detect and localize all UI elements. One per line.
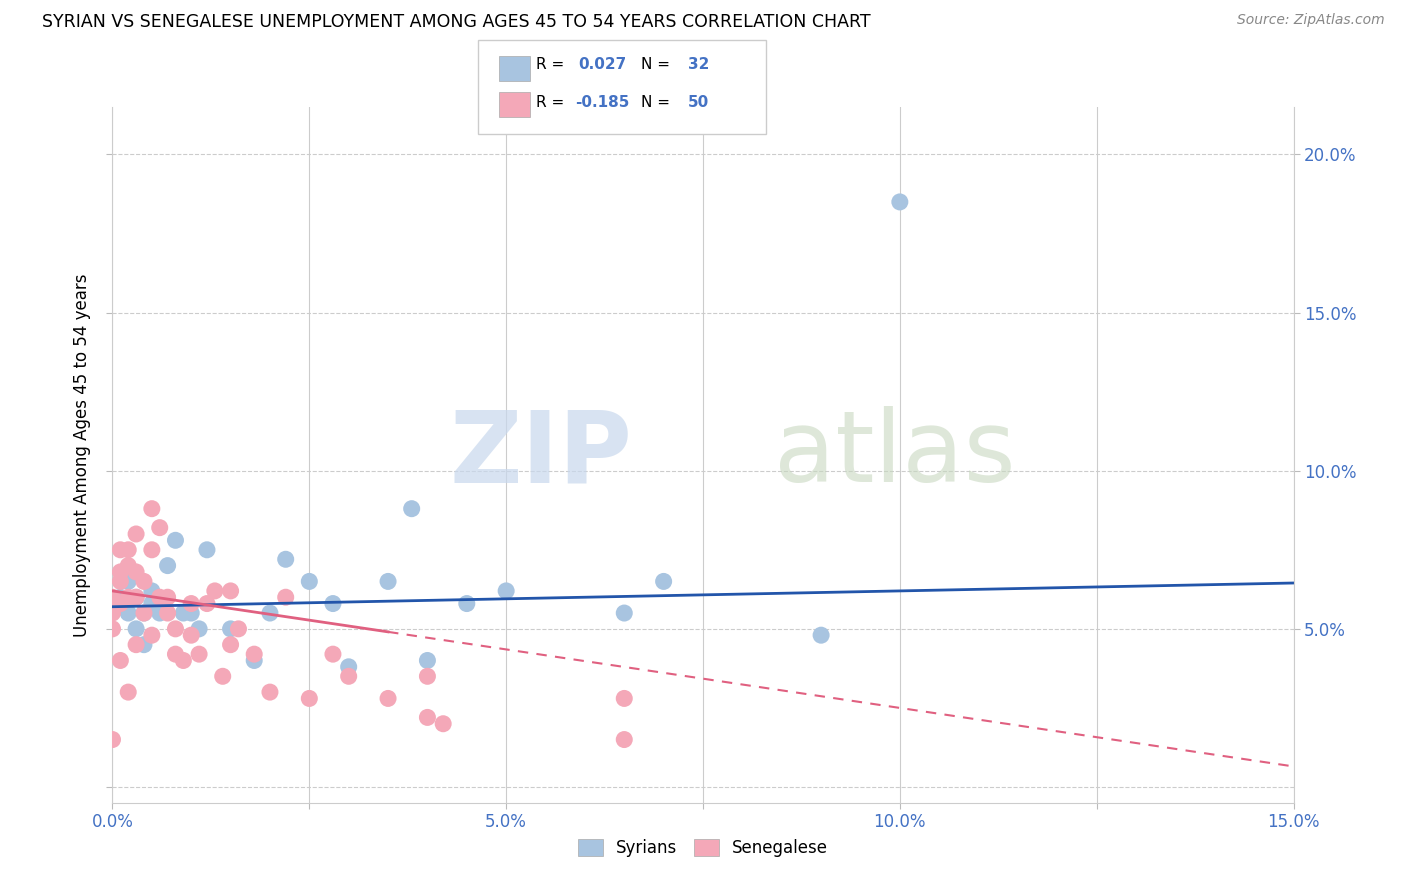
Point	[298, 574, 321, 589]
Point	[125, 591, 148, 605]
Text: Source: ZipAtlas.com: Source: ZipAtlas.com	[1237, 13, 1385, 28]
Text: R =: R =	[536, 95, 569, 110]
Point	[125, 638, 148, 652]
Text: 0.027: 0.027	[578, 57, 626, 71]
Point	[165, 533, 187, 548]
Point	[259, 685, 281, 699]
Point	[110, 574, 132, 589]
Text: N =: N =	[641, 95, 675, 110]
Point	[416, 669, 439, 683]
Text: ZIP: ZIP	[450, 407, 633, 503]
Point	[117, 591, 139, 605]
Point	[180, 597, 202, 611]
Point	[110, 653, 132, 667]
Point	[195, 597, 218, 611]
Point	[132, 606, 155, 620]
Point	[125, 591, 148, 605]
Point	[243, 653, 266, 667]
Point	[274, 552, 297, 566]
Point	[495, 583, 517, 598]
Point	[219, 622, 242, 636]
Point	[377, 691, 399, 706]
Point	[456, 597, 478, 611]
Point	[416, 710, 439, 724]
Point	[219, 638, 242, 652]
Point	[165, 622, 187, 636]
Point	[810, 628, 832, 642]
Point	[141, 501, 163, 516]
Point	[172, 606, 194, 620]
Point	[180, 606, 202, 620]
Point	[101, 622, 124, 636]
Point	[125, 622, 148, 636]
Point	[117, 542, 139, 557]
Point	[141, 628, 163, 642]
Point	[149, 521, 172, 535]
Point	[156, 606, 179, 620]
Point	[652, 574, 675, 589]
Point	[156, 558, 179, 573]
Point	[117, 685, 139, 699]
Y-axis label: Unemployment Among Ages 45 to 54 years: Unemployment Among Ages 45 to 54 years	[73, 273, 91, 637]
Point	[132, 606, 155, 620]
Point	[322, 597, 344, 611]
Point	[180, 628, 202, 642]
Point	[117, 606, 139, 620]
Point	[337, 660, 360, 674]
Point	[117, 558, 139, 573]
Point	[110, 542, 132, 557]
Point	[337, 669, 360, 683]
Point	[188, 647, 211, 661]
Point	[377, 574, 399, 589]
Point	[125, 527, 148, 541]
Point	[274, 591, 297, 605]
Point	[141, 583, 163, 598]
Text: 50: 50	[688, 95, 709, 110]
Text: R =: R =	[536, 57, 569, 71]
Point	[416, 653, 439, 667]
Point	[204, 583, 226, 598]
Point	[432, 716, 454, 731]
Point	[110, 565, 132, 579]
Point	[243, 647, 266, 661]
Point	[298, 691, 321, 706]
Point	[125, 565, 148, 579]
Point	[110, 597, 132, 611]
Point	[101, 591, 124, 605]
Point	[188, 622, 211, 636]
Point	[228, 622, 250, 636]
Point	[322, 647, 344, 661]
Point	[401, 501, 423, 516]
Text: N =: N =	[641, 57, 675, 71]
Point	[195, 542, 218, 557]
Text: 32: 32	[688, 57, 709, 71]
Point	[101, 606, 124, 620]
Text: atlas: atlas	[773, 407, 1015, 503]
Text: -0.185: -0.185	[575, 95, 630, 110]
Point	[141, 597, 163, 611]
Point	[110, 591, 132, 605]
Point	[156, 591, 179, 605]
Point	[101, 732, 124, 747]
Point	[149, 606, 172, 620]
Point	[613, 691, 636, 706]
Point	[141, 542, 163, 557]
Point	[117, 574, 139, 589]
Point	[172, 653, 194, 667]
Point	[165, 647, 187, 661]
Point	[613, 606, 636, 620]
Point	[132, 574, 155, 589]
Legend: Syrians, Senegalese: Syrians, Senegalese	[571, 832, 835, 864]
Point	[889, 194, 911, 209]
Point	[219, 583, 242, 598]
Point	[613, 732, 636, 747]
Point	[149, 591, 172, 605]
Point	[259, 606, 281, 620]
Point	[132, 638, 155, 652]
Text: SYRIAN VS SENEGALESE UNEMPLOYMENT AMONG AGES 45 TO 54 YEARS CORRELATION CHART: SYRIAN VS SENEGALESE UNEMPLOYMENT AMONG …	[42, 13, 870, 31]
Point	[211, 669, 233, 683]
